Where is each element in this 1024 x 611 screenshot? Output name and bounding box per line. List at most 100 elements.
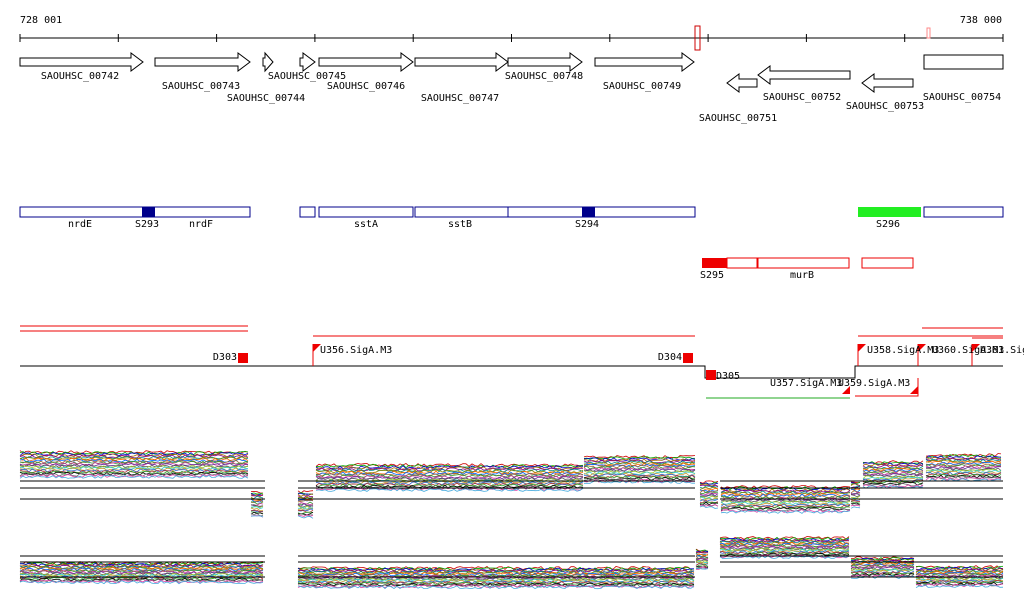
expression-line (297, 571, 695, 575)
gene-arrow (318, 52, 414, 72)
segment-label: U356.SigA.M3 (320, 345, 392, 356)
gene-arrow (861, 73, 914, 93)
expression-line (862, 465, 924, 470)
expression-line (850, 495, 861, 499)
expression-line (720, 501, 851, 506)
feature-label: S294 (575, 219, 599, 230)
expression-line (696, 568, 709, 570)
expression-line (250, 501, 264, 505)
gene-label: SAOUHSC_00751 (699, 113, 777, 124)
expression-line (583, 462, 696, 467)
ruler-end: 738 000 (960, 15, 1002, 26)
expression-line (925, 473, 1002, 477)
expression-line (695, 554, 709, 557)
expression-line (925, 469, 1002, 474)
gene-label: SAOUHSC_00753 (846, 101, 924, 112)
segment-block (683, 353, 693, 363)
gene-label: SAOUHSC_00752 (763, 92, 841, 103)
feature-label: S293 (135, 219, 159, 230)
feature-label: sstA (354, 219, 378, 230)
expression-line (695, 561, 709, 564)
expression-line (250, 492, 264, 495)
expression-line (719, 555, 850, 560)
expression-line (699, 484, 719, 488)
expression-line (850, 500, 861, 502)
gene-arrow (262, 51, 274, 73)
gene-label: SAOUHSC_00744 (227, 93, 305, 104)
expression-line (862, 468, 924, 473)
expression-line (699, 493, 719, 497)
expression-line (850, 483, 861, 487)
segment-label: U361.Sig (980, 345, 1024, 356)
gene-label: SAOUHSC_00747 (421, 93, 499, 104)
expression-line (699, 498, 719, 503)
expression-line (720, 503, 851, 508)
ruler-marker (926, 27, 931, 39)
expression-line (297, 585, 695, 590)
segment-block (706, 370, 716, 380)
expression-line (695, 555, 709, 560)
expression-line (925, 455, 1002, 460)
expression-line (19, 468, 249, 473)
expression-line (850, 501, 861, 504)
gene-arrow (923, 54, 1004, 70)
expression-line (720, 491, 850, 496)
expression-line (297, 508, 313, 512)
expression-line (19, 565, 264, 570)
expression-line (297, 507, 314, 510)
expression-line (850, 568, 915, 573)
expression-line (719, 551, 850, 555)
expression-line (297, 514, 314, 517)
expression-line (19, 577, 264, 582)
feature-box (858, 207, 921, 217)
feature-box (757, 257, 850, 269)
expression-line (315, 487, 584, 492)
expression-line (925, 456, 1002, 460)
segment-label: U357.SigA.M3 (770, 378, 842, 389)
expression-line (925, 461, 1002, 466)
gene-arrow (414, 52, 509, 72)
gene-arrow (299, 52, 316, 72)
expression-line (19, 460, 249, 465)
expression-line (250, 498, 264, 501)
expression-line (297, 493, 314, 498)
expression-line (915, 570, 1004, 574)
feature-box (19, 206, 251, 218)
expression-line (19, 564, 264, 569)
segment-flag (858, 344, 866, 352)
expression-line (19, 571, 264, 576)
expression-line (315, 476, 584, 480)
feature-box (702, 258, 727, 268)
expression-line (315, 482, 583, 487)
segment-flag (910, 386, 918, 394)
expression-line (250, 507, 264, 512)
expression-line (583, 470, 696, 474)
feature-box (507, 206, 696, 218)
expression-line (926, 466, 1002, 470)
gene-label: SAOUHSC_00746 (327, 81, 405, 92)
expression-line (850, 562, 915, 566)
gene-arrow (726, 73, 758, 93)
expression-line (583, 474, 696, 479)
expression-line (720, 500, 851, 505)
expression-line (925, 471, 1002, 476)
expression-line (850, 571, 914, 575)
expression-line (696, 566, 709, 570)
expression-line (297, 580, 695, 585)
segment-label: D305 (716, 371, 740, 382)
ruler-start: 728 001 (20, 15, 62, 26)
feature-label: S296 (876, 219, 900, 230)
expression-line (19, 563, 264, 568)
expression-line (297, 502, 314, 506)
expression-line (695, 551, 709, 554)
expression-line (720, 504, 851, 509)
expression-line (250, 500, 264, 503)
expression-line (695, 563, 709, 568)
expression-line (297, 584, 695, 589)
expression-line (699, 501, 719, 505)
gene-arrow (19, 52, 144, 72)
expression-line (720, 489, 851, 494)
expression-line (862, 476, 924, 481)
expression-line (19, 452, 249, 457)
ruler-marker (694, 25, 701, 51)
